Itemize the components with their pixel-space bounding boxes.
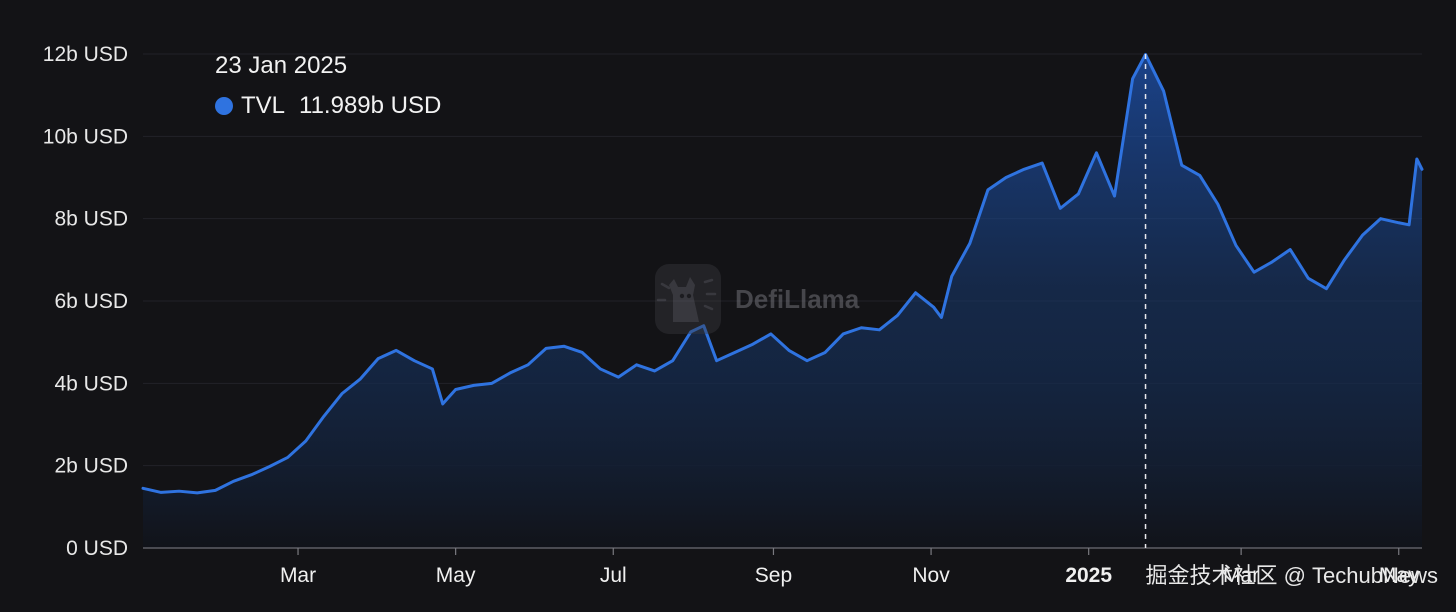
tooltip-date: 23 Jan 2025 [215, 52, 348, 79]
tooltip: 23 Jan 2025 TVL 11.989b USD [215, 52, 515, 120]
x-tick-label-4: Nov [912, 564, 950, 587]
y-tick-label-2: 4b USD [54, 372, 128, 395]
watermark: DefiLlama [655, 264, 859, 334]
x-tick-label-5: 2025 [1065, 564, 1112, 587]
x-tick-label-2: Jul [600, 564, 627, 587]
tooltip-value: 11.989b USD [299, 92, 442, 119]
y-axis: 0 USD 2b USD 4b USD 6b USD 8b USD 10b USD 12b … [43, 43, 128, 560]
tooltip-series-label: TVL [241, 92, 286, 119]
y-tick-label-6: 12b USD [43, 43, 128, 66]
x-tick-label-1: May [436, 564, 476, 587]
credit-text: 掘金技术社区 @ TechubNews [1145, 563, 1438, 588]
x-axis: Mar May Jul Sep Nov 2025 Mar May [143, 547, 1422, 587]
y-tick-label-5: 10b USD [43, 125, 128, 148]
llama-logo-icon [655, 264, 721, 334]
y-tick-label-1: 2b USD [54, 455, 128, 478]
x-tick-label-0: Mar [280, 564, 316, 587]
y-tick-label-3: 6b USD [54, 290, 128, 313]
x-tick-label-3: Sep [755, 564, 792, 587]
llama-logo-svg [656, 277, 717, 322]
series-dot-icon [215, 97, 233, 115]
x-tick-label-6: Mar [1223, 564, 1259, 587]
area-layer [143, 54, 1422, 548]
y-tick-label-0: 0 USD [66, 537, 128, 560]
y-tick-label-4: 8b USD [54, 208, 128, 231]
tooltip-row: TVL 11.989b USD [215, 92, 515, 120]
watermark-text: DefiLlama [735, 283, 860, 314]
line-layer [141, 52, 1424, 495]
tvl-line [141, 52, 1424, 495]
tvl-area [143, 54, 1422, 548]
x-tick-label-7: May [1379, 564, 1419, 587]
